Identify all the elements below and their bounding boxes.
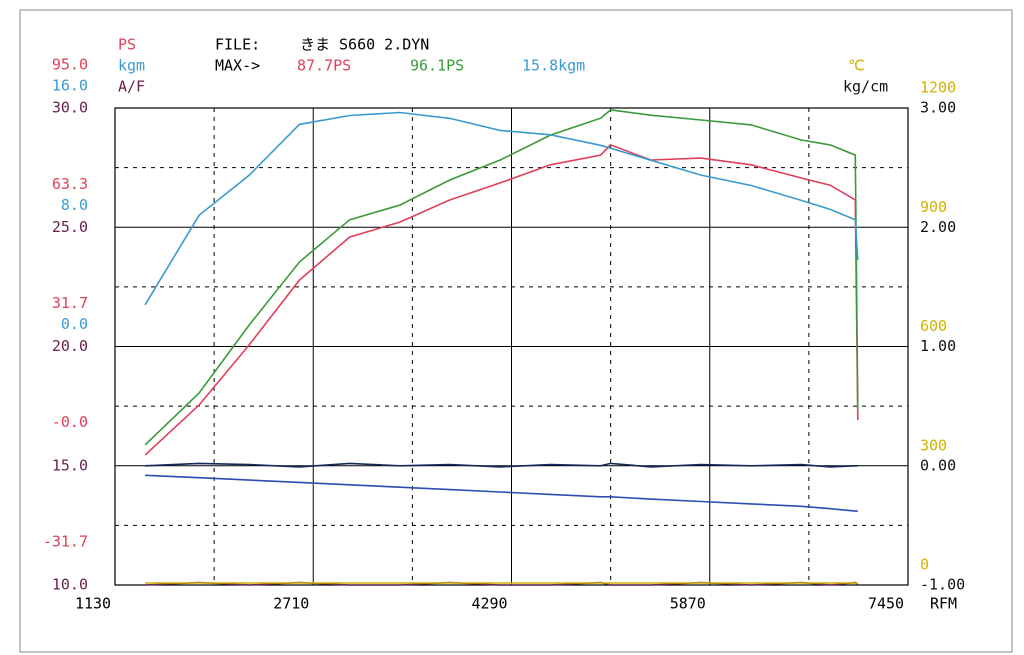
y-tick-label: 600: [920, 317, 947, 335]
y-tick-label: 31.7: [52, 294, 88, 312]
max-value: 96.1PS: [410, 57, 464, 75]
y-tick-label: 30.0: [52, 99, 88, 117]
y-tick-label: 0.00: [920, 456, 956, 474]
y-tick-label: 0: [920, 556, 929, 574]
max-value: 15.8kgm: [522, 57, 585, 75]
y-tick-label: 95.0: [52, 56, 88, 74]
data-line: [144, 143, 859, 456]
y-tick-label: 1200: [920, 79, 956, 97]
data-line: [145, 474, 858, 512]
y-tick-label: 10.0: [52, 576, 88, 594]
x-tick-label: 5870: [670, 595, 706, 613]
y-tick-label: -0.0: [52, 413, 88, 431]
y-tick-label: 8.0: [61, 196, 88, 214]
y-tick-label: 25.0: [52, 218, 88, 236]
max-label: MAX->: [215, 57, 260, 75]
x-tick-label: 2710: [273, 595, 309, 613]
y-tick-label: 0.0: [61, 315, 88, 333]
x-tick-label: 7450: [868, 595, 904, 613]
data-line: [145, 462, 858, 468]
y-tick-label: 900: [920, 198, 947, 216]
axis-title: PS: [118, 36, 136, 54]
y-tick-label: 1.00: [920, 337, 956, 355]
data-line: [144, 109, 859, 446]
axis-title: ℃: [848, 57, 865, 75]
axis-title: kgm: [118, 57, 145, 75]
y-tick-label: 63.3: [52, 175, 88, 193]
file-label: FILE:: [215, 36, 260, 54]
page-border: [19, 9, 1013, 653]
x-tick-label: 1130: [75, 595, 111, 613]
y-tick-label: 15.0: [52, 456, 88, 474]
data-line: [144, 111, 859, 306]
max-value: 87.7PS: [297, 57, 351, 75]
axis-title: kg/cm: [843, 78, 888, 96]
axis-title: A/F: [118, 78, 145, 96]
y-tick-label: -31.7: [43, 533, 88, 551]
file-name: きま S660 2.DYN: [300, 36, 429, 54]
y-tick-label: -1.00: [920, 576, 965, 594]
x-tick-label: 4290: [471, 595, 507, 613]
x-axis-label: RFM: [930, 595, 957, 613]
y-tick-label: 20.0: [52, 337, 88, 355]
y-tick-label: 2.00: [920, 218, 956, 236]
y-tick-label: 16.0: [52, 77, 88, 95]
y-tick-label: 3.00: [920, 99, 956, 117]
y-tick-label: 300: [920, 436, 947, 454]
